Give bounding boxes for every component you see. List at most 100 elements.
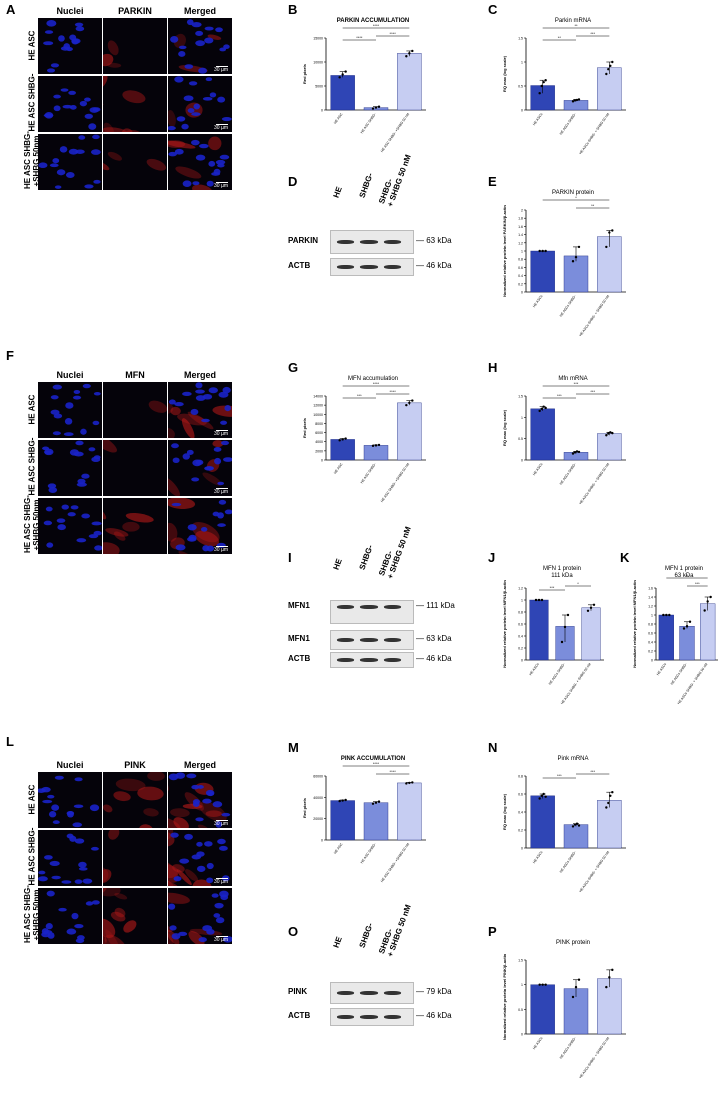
microscopy-image: 30 µm (168, 830, 232, 886)
y-tick-label: 0.2 (518, 282, 523, 286)
blot-lane-label: HE (331, 935, 344, 949)
y-tick-label: 0 (521, 459, 523, 463)
panel-label-b: B (288, 2, 298, 17)
scale-bar-label: 30 µm (214, 489, 228, 495)
y-tick-label: 0.5 (518, 437, 523, 441)
y-tick-label: 1.4 (518, 233, 523, 237)
bar (397, 402, 422, 461)
data-point (608, 231, 611, 234)
y-tick-label: 0.4 (518, 811, 523, 815)
blot-band (360, 658, 378, 662)
panel-label-c: C (488, 2, 498, 17)
blot-band (383, 240, 401, 244)
row-label-line: HE ASC (27, 394, 37, 425)
bar (529, 599, 549, 661)
data-point (405, 782, 408, 785)
bar (330, 439, 355, 461)
data-point (571, 452, 575, 455)
data-point (605, 245, 608, 249)
x-tick-label: HE ASCs SHBG- (559, 294, 577, 317)
significance-label: **** (390, 31, 397, 36)
data-point (411, 399, 414, 402)
x-tick-label: HE ASCs SHBG- + SHBG 50 nM (578, 112, 610, 154)
x-tick-label: HE ASCs SHBG- (548, 662, 566, 685)
y-tick-label: 0.6 (518, 623, 523, 627)
blot-band (337, 240, 355, 244)
blot-band (383, 1015, 401, 1019)
y-tick-label: 1.6 (648, 587, 653, 591)
blot-band (360, 991, 378, 995)
blot-membrane (330, 630, 414, 650)
data-point (538, 797, 541, 800)
blot-band (337, 658, 355, 662)
microscopy-image (103, 76, 167, 132)
panel-label-d: D (288, 174, 298, 189)
data-point (544, 983, 547, 986)
data-point (341, 438, 344, 441)
chart-n: Pink mRNA 0 0.2 0.4 0.6 0.8 RQ max (log scale)… (500, 752, 630, 893)
blot-lane-label: SHBG- (357, 543, 375, 571)
data-point (544, 249, 547, 253)
x-tick-label: HE ASCs SHBG- + SHBG 50 nM (578, 1036, 610, 1078)
significance-label: *** (557, 773, 562, 778)
x-tick-label: HE ASC SHBG- (360, 462, 377, 484)
chart-title: Mfn mRNA (558, 376, 587, 382)
chart-title: PINK protein (556, 940, 590, 946)
y-tick-label: 0 (521, 291, 523, 295)
y-tick-label: 10000 (313, 61, 323, 65)
blot-membrane (330, 652, 414, 668)
chart-title: PARKIN protein (552, 190, 594, 196)
bar (597, 67, 622, 111)
y-tick-label: 0.8 (648, 623, 653, 627)
column-header: Merged (183, 370, 216, 380)
blot-protein-label: MFN1 (288, 601, 310, 610)
y-tick-label: 0.4 (518, 274, 523, 278)
y-axis-label: Red pixels (302, 417, 307, 438)
panel-label-g: G (288, 360, 299, 375)
x-tick-label: HE ASC SHBG- (360, 112, 377, 134)
data-point (605, 72, 608, 76)
x-tick-label: HE ASCs SHBG- + SHBG 50 nM (578, 294, 610, 336)
y-tick-label: 0.6 (648, 632, 653, 636)
panel-label-f: F (6, 348, 14, 363)
microscopy-image (38, 830, 102, 886)
bar (563, 100, 589, 111)
blot-kda-label: — 63 kDa (416, 236, 452, 245)
y-tick-label: 0 (321, 839, 323, 843)
column-header: Nuclei (56, 370, 84, 380)
chart-svg: Pink mRNA 0 0.2 0.4 0.6 0.8 RQ max (log scale)… (502, 756, 626, 893)
x-tick-label: HE ASCs (532, 850, 544, 864)
data-point (566, 613, 570, 617)
blot-kda-label: — 79 kDa (416, 987, 452, 996)
blot-lane-label-line: + SHBG 50 nM (385, 903, 413, 958)
blot-band (337, 1015, 355, 1019)
chart-subtitle: 111 kDa (551, 573, 573, 579)
y-tick-label: 1 (521, 599, 523, 603)
chart-m: PINK ACCUMULATION 0 20000 40000 60000 Red pix… (300, 752, 430, 884)
y-tick-label: 1 (521, 983, 523, 987)
blot-protein-label: PINK (288, 987, 308, 996)
y-tick-label: 0 (651, 659, 653, 663)
panel-label-e: E (488, 174, 497, 189)
scale-bar-label: 30 µm (214, 879, 228, 885)
microscopy-image (38, 498, 102, 554)
microscopy-image (103, 498, 167, 554)
data-point (571, 995, 575, 999)
blot-band (337, 991, 355, 995)
chart-title: MFN 1 protein (665, 566, 703, 572)
column-header: Merged (183, 760, 216, 770)
row-label-line: HE ASC SHBG- (27, 73, 37, 132)
microscopy-image (103, 134, 167, 190)
column-header: MFN (125, 370, 145, 380)
significance-label: **** (390, 769, 397, 774)
column-header: PINK (124, 760, 146, 770)
bar (679, 626, 695, 661)
y-axis-label: RQ max (log scale) (502, 409, 507, 446)
bar (363, 802, 389, 841)
scale-bar (216, 820, 228, 821)
data-point (685, 625, 689, 628)
row-label: HE ASC SHBG- (27, 73, 37, 132)
data-point (338, 76, 341, 79)
data-point (338, 799, 341, 803)
microscopy-image (38, 134, 102, 190)
